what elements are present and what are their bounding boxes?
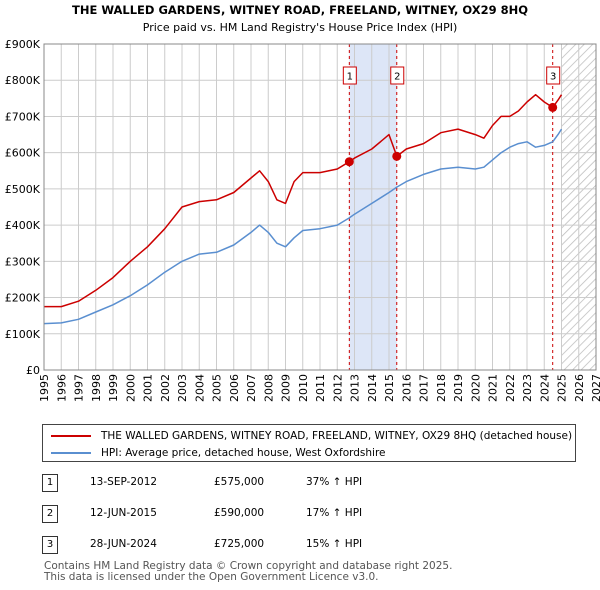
- x-tick-label: 1996: [55, 374, 68, 402]
- transaction-hpi: 37% ↑ HPI: [306, 476, 363, 488]
- x-tick-label: 2023: [521, 374, 534, 402]
- transaction-point: [344, 157, 354, 167]
- x-tick-label: 2005: [211, 374, 224, 402]
- legend-label-hpi: HPI: Average price, detached house, West…: [101, 447, 386, 459]
- shaded-period: [349, 44, 397, 370]
- x-tick-label: 2004: [193, 374, 206, 402]
- transaction-marker-box: [390, 66, 405, 85]
- x-tick-label: 2016: [400, 374, 413, 402]
- x-tick-label: 2010: [297, 374, 310, 402]
- x-tick-label: 2025: [556, 374, 569, 402]
- transaction-marker-label: 3: [550, 72, 556, 83]
- x-tick-label: 2007: [245, 374, 258, 402]
- x-tick-label: 2002: [159, 374, 172, 402]
- x-tick-label: 2011: [314, 374, 327, 402]
- y-tick-label: £600K: [5, 147, 41, 160]
- chart-title: THE WALLED GARDENS, WITNEY ROAD, FREELAN…: [72, 3, 528, 17]
- y-tick-label: £0: [26, 364, 40, 377]
- plot-frame: [43, 43, 597, 371]
- legend: THE WALLED GARDENS, WITNEY ROAD, FREELAN…: [42, 424, 576, 462]
- x-tick-label: 2021: [487, 374, 500, 402]
- x-tick-label: 2024: [538, 374, 551, 402]
- transaction-row: 3 28-JUN-2024 £725,000 15% ↑ HPI: [42, 536, 582, 556]
- x-tick-label: 2018: [435, 374, 448, 402]
- y-tick-label: £500K: [5, 183, 41, 196]
- transaction-date: 12-JUN-2015: [90, 507, 157, 519]
- y-tick-label: £700K: [5, 110, 41, 123]
- series-line-hpi: [43, 128, 563, 325]
- legend-swatch-hpi: [51, 452, 91, 454]
- transaction-point: [392, 151, 402, 161]
- transaction-price: £725,000: [214, 538, 265, 550]
- chart-subtitle: Price paid vs. HM Land Registry's House …: [143, 21, 458, 34]
- transaction-marker: 3: [42, 536, 58, 554]
- x-tick-label: 2015: [383, 374, 396, 402]
- x-tick-label: 2009: [280, 374, 293, 402]
- transaction-marker-label: 2: [394, 72, 400, 83]
- series-line-property: [44, 93, 563, 308]
- plot-area: £0 £100K £200K £300K £400K £500K £600K £700K £80…: [5, 38, 600, 402]
- transaction-row: 2 12-JUN-2015 £590,000 17% ↑ HPI: [42, 505, 582, 525]
- x-tick-label: 2012: [331, 374, 344, 402]
- transaction-row: 1 13-SEP-2012 £575,000 37% ↑ HPI: [42, 474, 582, 494]
- x-tick-label: 2017: [418, 374, 431, 402]
- x-tick-label: 2027: [590, 374, 600, 402]
- x-tick-label: 1998: [90, 374, 103, 402]
- x-tick-label: 2013: [349, 374, 362, 402]
- legend-swatch-property: [51, 435, 91, 437]
- transaction-marker-box: [342, 66, 357, 85]
- x-tick-label: 2008: [262, 374, 275, 402]
- transaction-marker: 2: [42, 505, 58, 523]
- y-tick-label: £300K: [5, 255, 41, 268]
- legend-label-property: THE WALLED GARDENS, WITNEY ROAD, FREELAN…: [101, 430, 573, 442]
- y-tick-label: £200K: [5, 292, 41, 305]
- transaction-marker-label: 1: [347, 72, 353, 83]
- x-tick-label: 1999: [107, 374, 120, 402]
- transaction-marker-box: [546, 66, 561, 85]
- footer-license: This data is licensed under the Open Gov…: [44, 571, 379, 583]
- transaction-price: £590,000: [214, 507, 265, 519]
- x-tick-label: 2019: [452, 374, 465, 402]
- x-tick-label: 2001: [142, 374, 155, 402]
- transaction-hpi: 17% ↑ HPI: [306, 507, 363, 519]
- x-tick-label: 2020: [469, 374, 482, 402]
- transaction-hpi: 15% ↑ HPI: [306, 538, 363, 550]
- x-tick-label: 2022: [504, 374, 517, 402]
- y-tick-label: £400K: [5, 219, 41, 232]
- footer-attribution: Contains HM Land Registry data © Crown c…: [44, 561, 452, 583]
- x-tick-label: 2000: [124, 374, 137, 402]
- price-chart: THE WALLED GARDENS, WITNEY ROAD, FREELAN…: [5, 3, 600, 402]
- y-tick-label: £900K: [5, 38, 41, 51]
- x-tick-label: 1995: [38, 374, 51, 402]
- y-tick-label: £800K: [5, 74, 41, 87]
- x-tick-label: 2003: [176, 374, 189, 402]
- y-tick-label: £100K: [5, 328, 41, 341]
- transaction-date: 28-JUN-2024: [90, 538, 157, 550]
- footer-copyright: Contains HM Land Registry data © Crown c…: [44, 560, 453, 572]
- x-tick-label: 2026: [573, 374, 586, 402]
- transaction-point: [548, 102, 558, 112]
- transaction-price: £575,000: [214, 476, 265, 488]
- transaction-marker: 1: [42, 474, 58, 492]
- x-tick-label: 2014: [366, 374, 379, 402]
- x-tick-label: 1997: [73, 374, 86, 402]
- transaction-date: 13-SEP-2012: [90, 476, 158, 488]
- x-tick-label: 2006: [228, 374, 241, 402]
